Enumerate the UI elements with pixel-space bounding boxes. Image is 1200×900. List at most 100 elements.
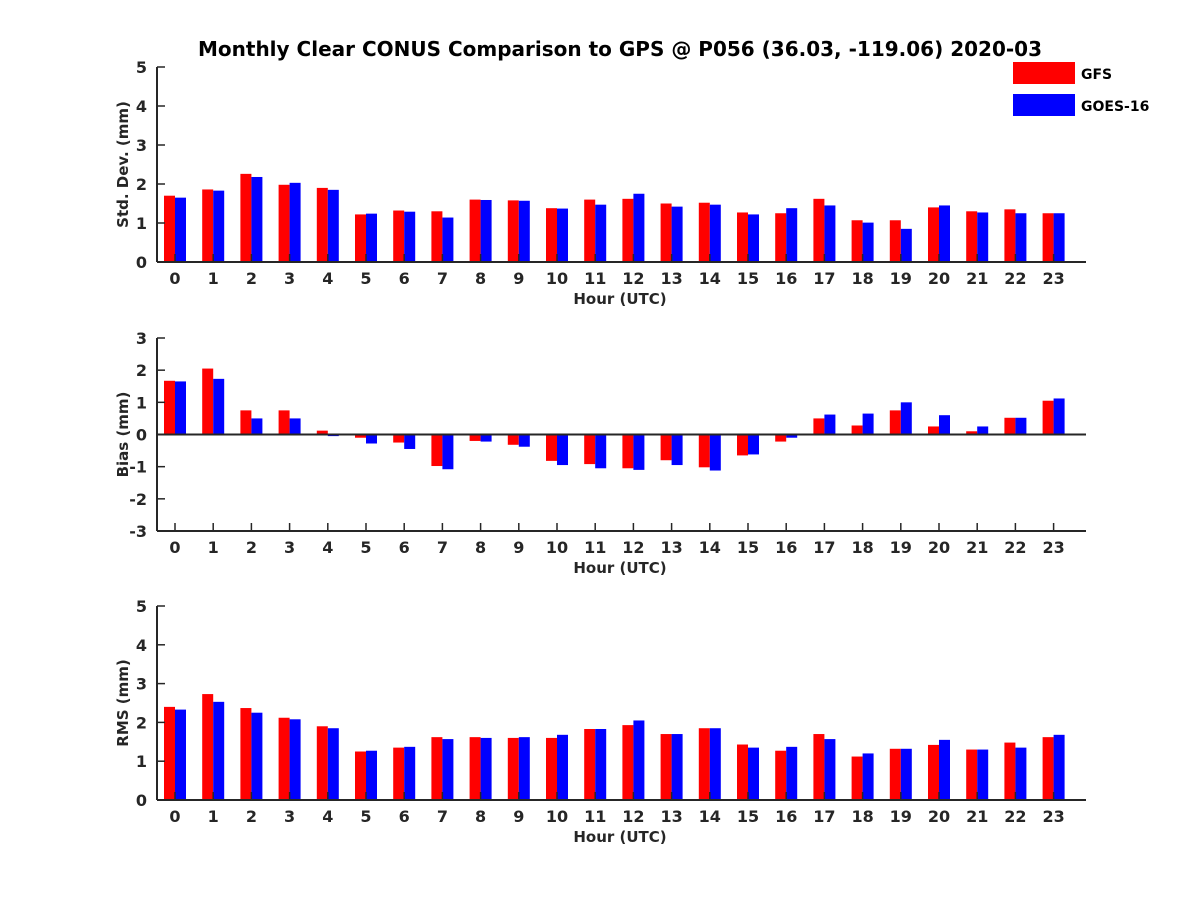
rms-bar-goes16-9	[518, 737, 530, 800]
rms-y-tick-label: 4	[136, 636, 147, 655]
bias-bar-goes16-14	[709, 434, 721, 471]
std-dev-bar-gfs-17	[813, 198, 825, 262]
std-dev-bar-gfs-15	[737, 212, 748, 262]
bias-bar-goes16-10	[557, 434, 568, 466]
rms-bar-goes16-20	[939, 739, 950, 800]
bias-x-tick-label: 5	[360, 538, 371, 557]
rms-bar-gfs-19	[889, 748, 901, 800]
bias-x-tick-label: 15	[737, 538, 759, 557]
rms-x-tick-label: 2	[246, 807, 257, 826]
std-dev-bar-goes16-0	[175, 197, 186, 262]
std-dev-bar-gfs-20	[928, 207, 939, 262]
std-dev-bar-gfs-19	[889, 220, 901, 262]
std-dev-bar-goes16-23	[1053, 213, 1065, 262]
rms-x-tick-label: 17	[813, 807, 835, 826]
bias-bar-goes16-12	[633, 434, 645, 470]
std-dev-bar-goes16-9	[518, 200, 530, 262]
rms-x-tick-label: 11	[584, 807, 606, 826]
rms-bar-gfs-18	[851, 756, 863, 800]
rms-bar-goes16-5	[366, 750, 377, 800]
std-dev-bar-goes16-1	[213, 190, 225, 262]
bias-x-tick-label: 9	[513, 538, 524, 557]
std-dev-bar-goes16-22	[1015, 213, 1027, 262]
rms-bar-gfs-15	[737, 744, 748, 800]
rms-y-tick-label: 1	[136, 752, 147, 771]
bias-x-tick-label: 22	[1004, 538, 1026, 557]
rms-bar-goes16-13	[671, 734, 683, 800]
std-dev-bar-gfs-23	[1042, 213, 1054, 262]
std-dev-bar-gfs-1	[202, 189, 214, 262]
std-dev-bar-goes16-17	[824, 205, 836, 262]
std-dev-bar-goes16-10	[557, 208, 568, 262]
std-dev-bar-goes16-4	[327, 189, 339, 262]
rms-bar-gfs-8	[469, 737, 481, 800]
rms-bar-goes16-7	[442, 739, 454, 800]
rms-bar-gfs-22	[1004, 742, 1016, 800]
std-dev-bar-goes16-21	[977, 212, 989, 262]
rms-bar-gfs-0	[164, 706, 175, 800]
bias-x-tick-label: 8	[475, 538, 486, 557]
legend-swatch-gfs	[1013, 62, 1075, 84]
rms-x-tick-label: 9	[513, 807, 524, 826]
std-dev-x-tick-label: 17	[813, 269, 835, 288]
bias-y-tick-label: 1	[136, 393, 147, 412]
bias-x-tick-label: 18	[851, 538, 873, 557]
rms-y-tick-label: 3	[136, 675, 147, 694]
std-dev-y-tick-label: 1	[136, 214, 147, 233]
rms-x-tick-label: 20	[928, 807, 950, 826]
rms-bar-gfs-11	[584, 728, 596, 800]
rms-bar-gfs-1	[202, 694, 214, 800]
rms-y-tick-label: 0	[136, 791, 147, 810]
rms-bar-goes16-17	[824, 739, 836, 800]
bias-bar-gfs-10	[546, 434, 557, 461]
std-dev-x-tick-label: 4	[322, 269, 333, 288]
rms-x-tick-label: 3	[284, 807, 295, 826]
bias-x-tick-label: 13	[660, 538, 682, 557]
bias-x-tick-label: 7	[437, 538, 448, 557]
std-dev-bar-goes16-11	[595, 204, 607, 262]
bias-y-tick-label: -2	[129, 490, 147, 509]
bias-bar-gfs-15	[737, 434, 748, 456]
bias-bar-gfs-23	[1042, 400, 1054, 435]
std-dev-bar-gfs-18	[851, 220, 863, 262]
std-dev-x-tick-label: 5	[360, 269, 371, 288]
std-dev-x-tick-label: 21	[966, 269, 988, 288]
std-dev-x-tick-label: 12	[622, 269, 644, 288]
legend-label-gfs: GFS	[1081, 67, 1112, 83]
bias-bar-gfs-14	[698, 434, 710, 468]
std-dev-bar-gfs-7	[431, 211, 443, 262]
std-dev-x-tick-label: 3	[284, 269, 295, 288]
rms-bar-gfs-5	[355, 751, 366, 800]
rms-y-axis-label: RMS (mm)	[114, 659, 132, 746]
bias-bar-gfs-11	[584, 434, 596, 465]
bias-bar-gfs-8	[469, 434, 481, 441]
std-dev-bar-goes16-16	[786, 208, 798, 262]
rms-bar-gfs-7	[431, 737, 443, 800]
std-dev-bar-goes16-18	[862, 222, 874, 262]
std-dev-bar-gfs-11	[584, 199, 596, 262]
bias-bar-gfs-19	[889, 410, 901, 435]
rms-x-tick-label: 6	[399, 807, 410, 826]
std-dev-x-tick-label: 1	[208, 269, 219, 288]
std-dev-bar-goes16-8	[480, 199, 492, 262]
rms-bar-goes16-4	[327, 728, 339, 800]
rms-x-tick-label: 10	[546, 807, 568, 826]
rms-x-tick-label: 21	[966, 807, 988, 826]
bias-bar-goes16-13	[671, 434, 683, 466]
bias-bar-goes16-7	[442, 434, 454, 470]
bias-bar-goes16-20	[939, 415, 950, 435]
rms-bar-goes16-23	[1053, 734, 1065, 800]
std-dev-x-tick-label: 16	[775, 269, 797, 288]
std-dev-bar-goes16-20	[939, 205, 950, 262]
bias-bar-gfs-12	[622, 434, 634, 469]
rms-x-tick-label: 19	[890, 807, 912, 826]
std-dev-bar-goes16-6	[404, 211, 416, 262]
rms-bar-goes16-21	[977, 749, 989, 800]
rms-bar-gfs-14	[698, 728, 710, 800]
std-dev-bar-goes16-7	[442, 217, 454, 262]
std-dev-x-tick-label: 8	[475, 269, 486, 288]
std-dev-x-tick-label: 6	[399, 269, 410, 288]
bias-bar-goes16-15	[748, 434, 759, 455]
rms-x-tick-label: 7	[437, 807, 448, 826]
